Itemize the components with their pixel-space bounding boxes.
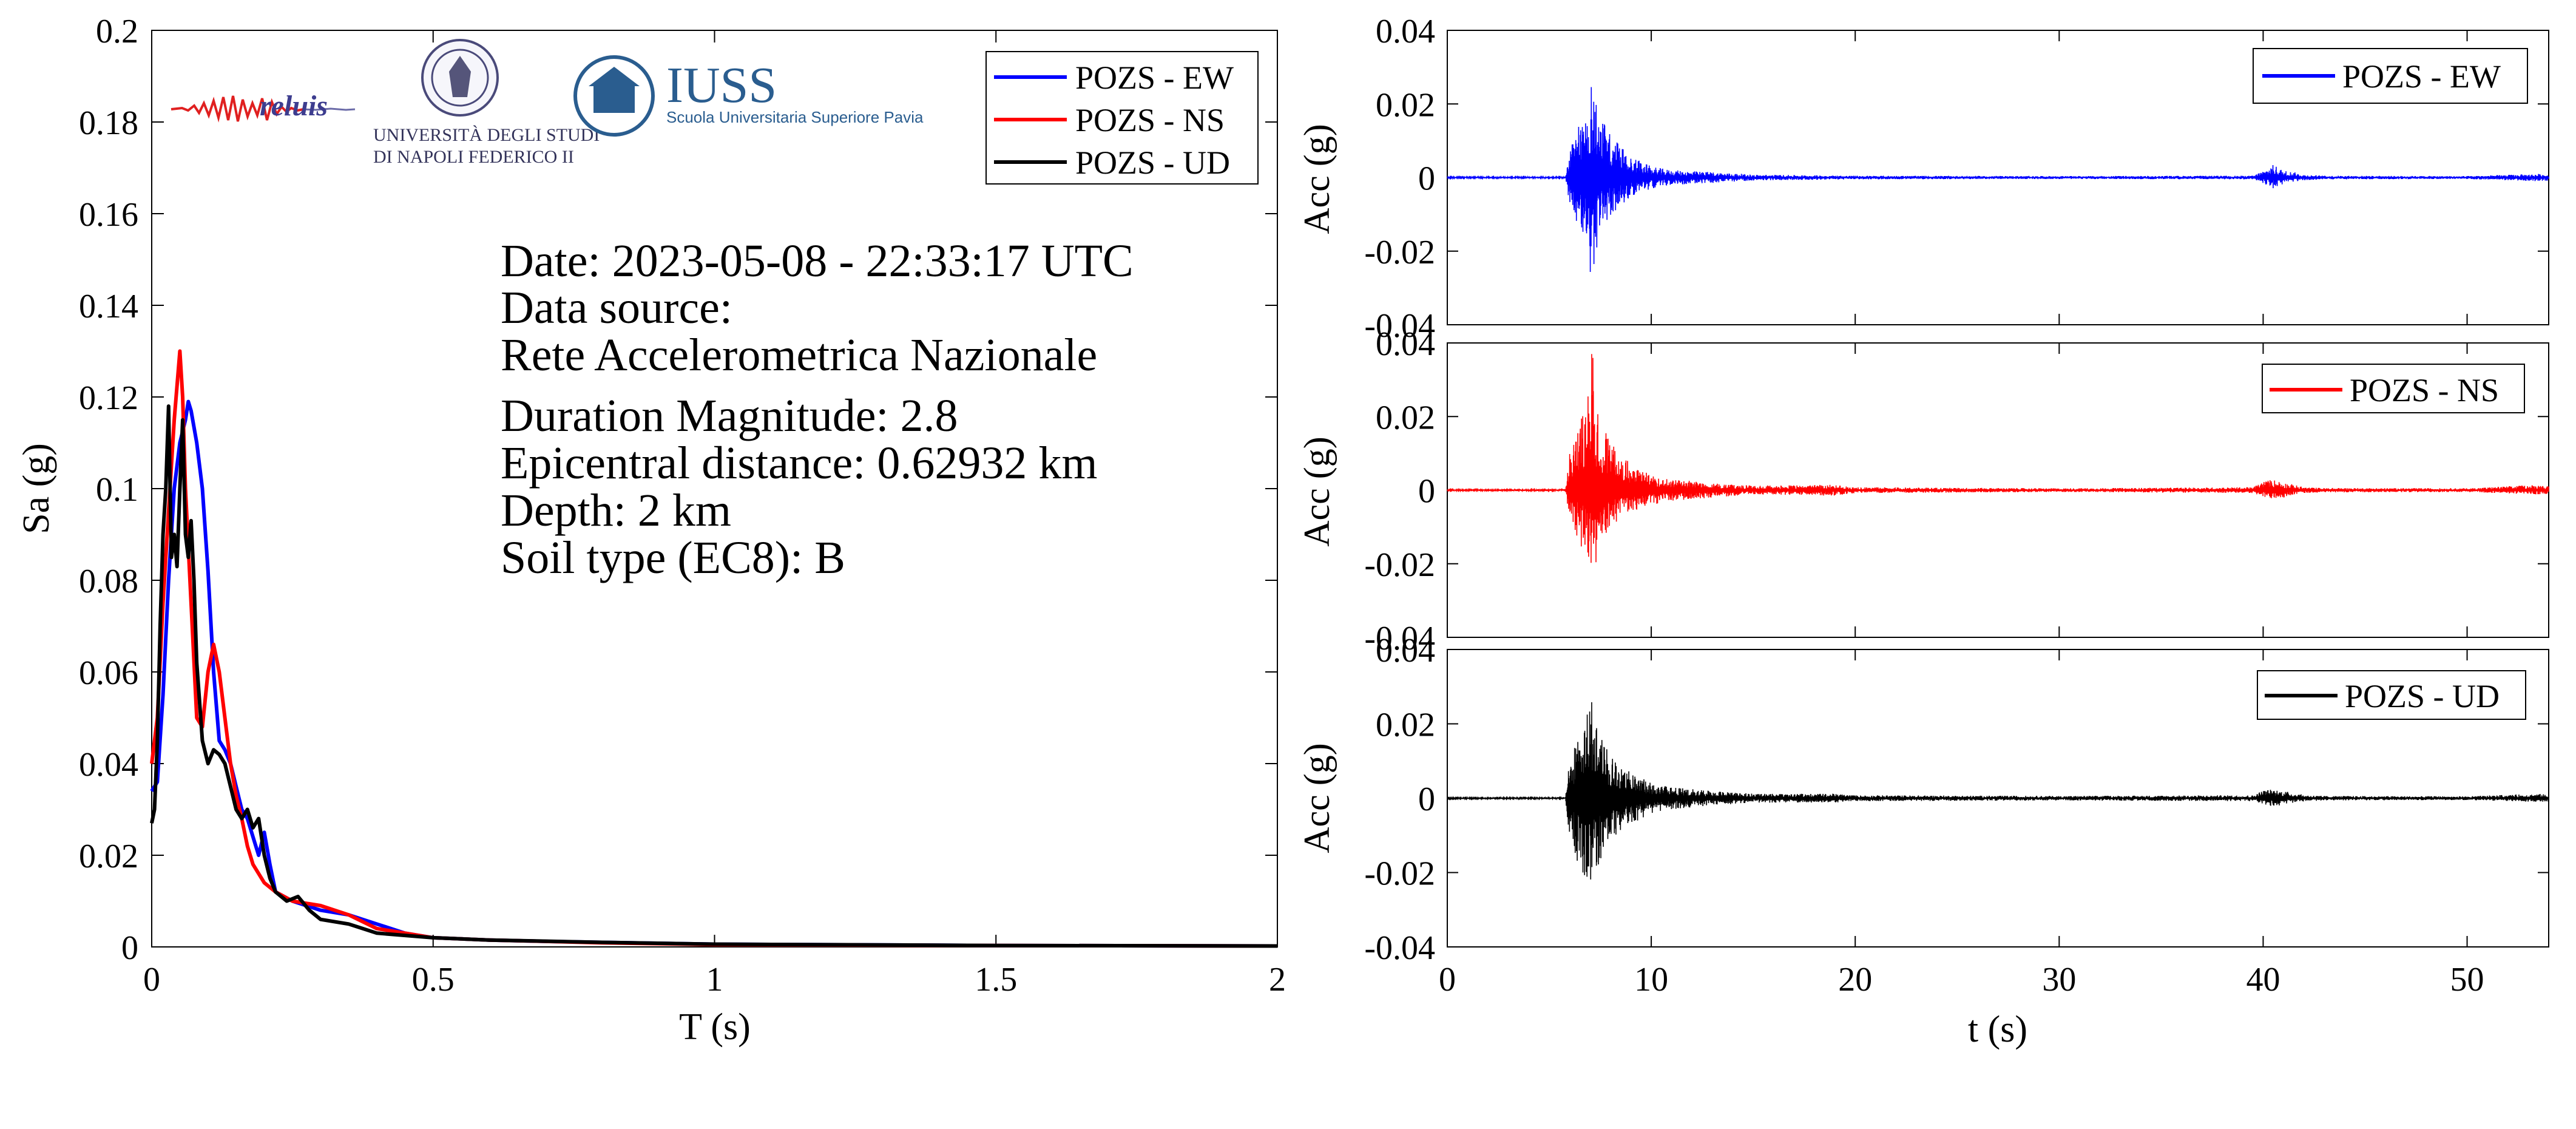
depth: Depth: 2 km [501,485,731,536]
ud-x-tick-label: 50 [2450,961,2484,998]
event-date: Date: 2023-05-08 - 22:33:17 UTC [501,236,1134,286]
spectrum-y-tick-label: 0.18 [79,104,138,142]
ud-y-axis-label: Acc (g) [1297,743,1337,853]
spectrum-tick-labels: 0 0.02 0.04 0.06 0.08 0.1 0.12 0.14 0.16 0.18 0.2 0… [79,13,1286,998]
ew-trace [1447,87,2549,272]
ns-trace [1447,354,2549,563]
spectrum-ticks [151,30,1278,948]
spectrum-series-ud [150,404,1278,948]
ud-ticks [1447,649,2549,948]
timehistory-panel-ew: -0.04 -0.02 0 0.02 0.04 Acc (g) POZS - EW [1297,13,2549,345]
iuss-logo: IUSS Scuola Universitaria Superiore Pavi… [573,55,924,137]
spectrum-x-tick-label: 2 [1269,961,1286,998]
spectrum-series [150,349,1278,948]
ud-x-tick-label: 30 [2042,961,2076,998]
ew-y-tick-label: 0.04 [1376,13,1435,50]
iuss-title: IUSS [666,57,777,114]
spectrum-y-tick-label: 0.06 [79,654,138,692]
ew-y-tick-label: 0 [1418,160,1435,198]
ns-legend-label: POZS - NS [2350,372,2499,409]
ns-tick-labels: -0.04 -0.02 0 0.02 0.04 [1364,325,1435,657]
spectrum-panel: 0 0.02 0.04 0.06 0.08 0.1 0.12 0.14 0.16 0.18 0.2 0… [16,13,1286,1048]
iuss-emblem-building [593,85,635,113]
reluis-wordmark: reluis [260,90,328,122]
ns-y-tick-label: 0.02 [1376,399,1435,436]
ns-y-axis-label: Acc (g) [1297,436,1337,547]
ud-x-tick-label: 20 [1838,961,1872,998]
ew-y-tick-label: -0.02 [1364,234,1435,271]
duration-magnitude: Duration Magnitude: 2.8 [501,390,958,441]
event-info: Date: 2023-05-08 - 22:33:17 UTC Data sou… [501,236,1134,583]
ud-legend-label: POZS - UD [2345,678,2500,714]
soil-type: Soil type (EC8): B [501,532,845,583]
ns-y-tick-label: -0.04 [1364,620,1435,657]
ud-x-tick-label: 40 [2246,961,2280,998]
timehistory-panel-ud: -0.04 -0.02 0 0.02 0.04 0 10 20 30 40 50 Acc (g) t… [1297,632,2549,1050]
legend-label-ud: POZS - UD [1075,144,1230,181]
ud-x-axis-label: t (s) [1968,1009,2027,1050]
spectrum-y-tick-label: 0.04 [79,746,138,784]
spectrum-x-tick-label: 1 [706,961,723,998]
unina-name-line2: DI NAPOLI FEDERICO II [373,147,574,167]
legend-label-ew: POZS - EW [1075,59,1234,96]
unina-name-line1: UNIVERSITÀ DEGLI STUDI [373,125,600,145]
epicentral-distance: Epicentral distance: 0.62932 km [501,438,1098,489]
iuss-subtitle: Scuola Universitaria Superiore Pavia [666,108,924,126]
ns-y-tick-label: 0 [1418,473,1435,510]
unina-seal-inner-ring [431,49,489,107]
ew-y-axis-label: Acc (g) [1297,124,1337,234]
spectrum-y-tick-label: 0.1 [96,471,138,509]
spectrum-y-tick-label: 0.2 [96,13,138,50]
ud-x-tick-label: 0 [1439,961,1456,998]
spectrum-x-tick-label: 0.5 [412,961,455,998]
ew-waveform [1447,87,2549,272]
ew-y-tick-label: 0.02 [1376,86,1435,124]
ns-legend: POZS - NS [2262,364,2525,413]
spectrum-y-tick-label: 0.08 [79,563,138,600]
spectrum-y-tick-label: 0.16 [79,196,138,234]
spectrum-y-tick-label: 0.12 [79,379,138,417]
iuss-emblem-roof [589,67,640,86]
legend-label-ns: POZS - NS [1075,102,1225,138]
ew-legend: POZS - EW [2253,48,2528,104]
ud-x-tick-label: 10 [1634,961,1668,998]
spectrum-y-tick-label: 0 [121,929,138,967]
unina-logo: UNIVERSITÀ DEGLI STUDI DI NAPOLI FEDERIC… [373,39,600,167]
ud-trace [1447,702,2549,880]
ns-y-tick-label: -0.02 [1364,546,1435,584]
reluis-waveform-tail [303,107,356,111]
ud-tick-labels: -0.04 -0.02 0 0.02 0.04 0 10 20 30 40 50 [1364,632,2484,998]
ud-legend: POZS - UD [2257,670,2526,720]
spectrum-y-axis-label: Sa (g) [16,443,57,534]
spectrum-x-axis-label: T (s) [679,1006,751,1048]
data-source-label: Data source: [501,282,732,333]
ud-y-tick-label: 0.04 [1376,632,1435,670]
ud-y-tick-label: -0.04 [1364,929,1435,967]
spectrum-legend: POZS - EW POZS - NS POZS - UD [985,51,1259,185]
spectrum-x-tick-label: 0 [143,961,160,998]
ud-waveform [1447,702,2549,880]
ns-waveform [1447,354,2549,563]
timehistory-panel-ns: -0.04 -0.02 0 0.02 0.04 Acc (g) POZS - NS [1297,325,2549,657]
timehistory-panels: -0.04 -0.02 0 0.02 0.04 Acc (g) POZS - EW -0… [1297,13,2549,1050]
ew-legend-label: POZS - EW [2342,58,2501,95]
ns-y-tick-label: 0.04 [1376,325,1435,363]
ud-y-tick-label: -0.02 [1364,855,1435,893]
unina-seal-figure [449,56,471,97]
spectrum-y-tick-label: 0.14 [79,288,138,325]
ew-tick-labels: -0.04 -0.02 0 0.02 0.04 [1364,13,1435,345]
reluis-logo: reluis [171,90,356,123]
spectrum-y-tick-label: 0.02 [79,838,138,875]
ew-y-tick-label: -0.04 [1364,307,1435,345]
reluis-waveform [171,95,304,123]
spectrum-x-tick-label: 1.5 [975,961,1017,998]
data-source-value: Rete Accelerometrica Nazionale [501,330,1097,381]
ud-y-tick-label: 0.02 [1376,707,1435,744]
ud-y-tick-label: 0 [1418,781,1435,818]
